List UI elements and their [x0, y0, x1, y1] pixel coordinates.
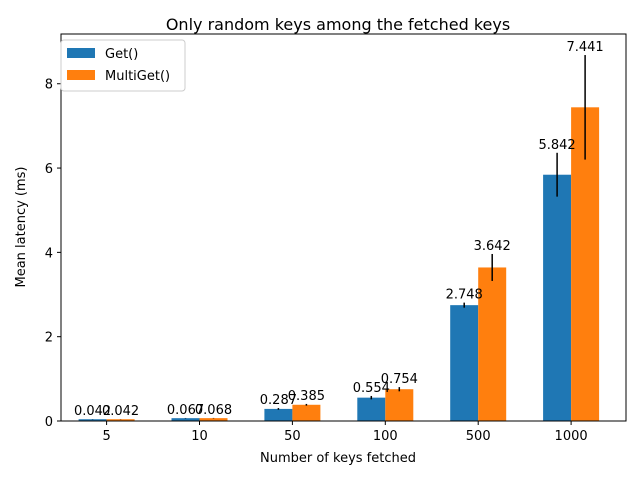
bar-multiget-500	[478, 267, 507, 421]
x-axis-label: Number of keys fetched	[260, 451, 416, 466]
x-tick-label: 10	[191, 429, 208, 444]
bar-get-1000	[543, 174, 572, 421]
y-tick-label: 4	[45, 246, 53, 261]
bar-multiget-1000	[571, 107, 600, 421]
x-tick-label: 5	[102, 429, 110, 444]
bar-get-100	[357, 397, 386, 421]
data-label-get-50: 0.287	[260, 393, 297, 408]
bars-layer	[78, 107, 600, 421]
data-label-multiget-5: 0.042	[102, 404, 139, 419]
bar-multiget-50	[292, 404, 321, 421]
y-tick-label: 8	[45, 78, 53, 93]
data-label-multiget-500: 3.642	[474, 239, 511, 254]
x-tick-label: 1000	[555, 429, 588, 444]
chart-title: Only random keys among the fetched keys	[166, 15, 510, 34]
bar-multiget-10	[199, 418, 228, 421]
data-label-multiget-50: 0.385	[288, 389, 325, 404]
legend-label-multiget: MultiGet()	[105, 69, 170, 84]
data-label-get-500: 2.748	[446, 288, 483, 303]
legend-swatch-multiget	[67, 70, 95, 80]
data-label-get-100: 0.554	[353, 381, 390, 396]
bar-get-10	[171, 418, 200, 421]
y-tick-label: 2	[45, 331, 53, 346]
x-tick-label: 50	[284, 429, 301, 444]
bar-multiget-100	[385, 389, 414, 421]
legend-label-get: Get()	[105, 47, 138, 62]
bar-multiget-5	[106, 419, 135, 421]
bar-get-500	[450, 305, 479, 421]
data-label-multiget-100: 0.754	[381, 372, 418, 387]
plot-frame	[60, 33, 627, 422]
y-ticks: 0 2 4 6 8	[45, 78, 61, 430]
legend: Get() MultiGet()	[60, 39, 186, 92]
data-label-get-1000: 5.842	[538, 138, 575, 153]
data-label-multiget-1000: 7.441	[566, 40, 603, 55]
legend-swatch-get	[67, 48, 95, 58]
data-label-multiget-10: 0.068	[195, 403, 232, 418]
x-ticks: 5 10 50 100 500 1000	[102, 421, 588, 444]
y-tick-label: 0	[45, 415, 53, 430]
bar-get-50	[264, 408, 293, 421]
y-axis-label: Mean latency (ms)	[14, 166, 29, 287]
x-tick-label: 500	[466, 429, 491, 444]
error-bars-layer	[91, 55, 586, 420]
x-tick-label: 100	[373, 429, 398, 444]
data-label-get-5: 0.042	[74, 404, 111, 419]
bar-get-5	[78, 419, 107, 421]
y-tick-label: 6	[45, 162, 53, 177]
data-label-get-10: 0.067	[167, 403, 204, 418]
